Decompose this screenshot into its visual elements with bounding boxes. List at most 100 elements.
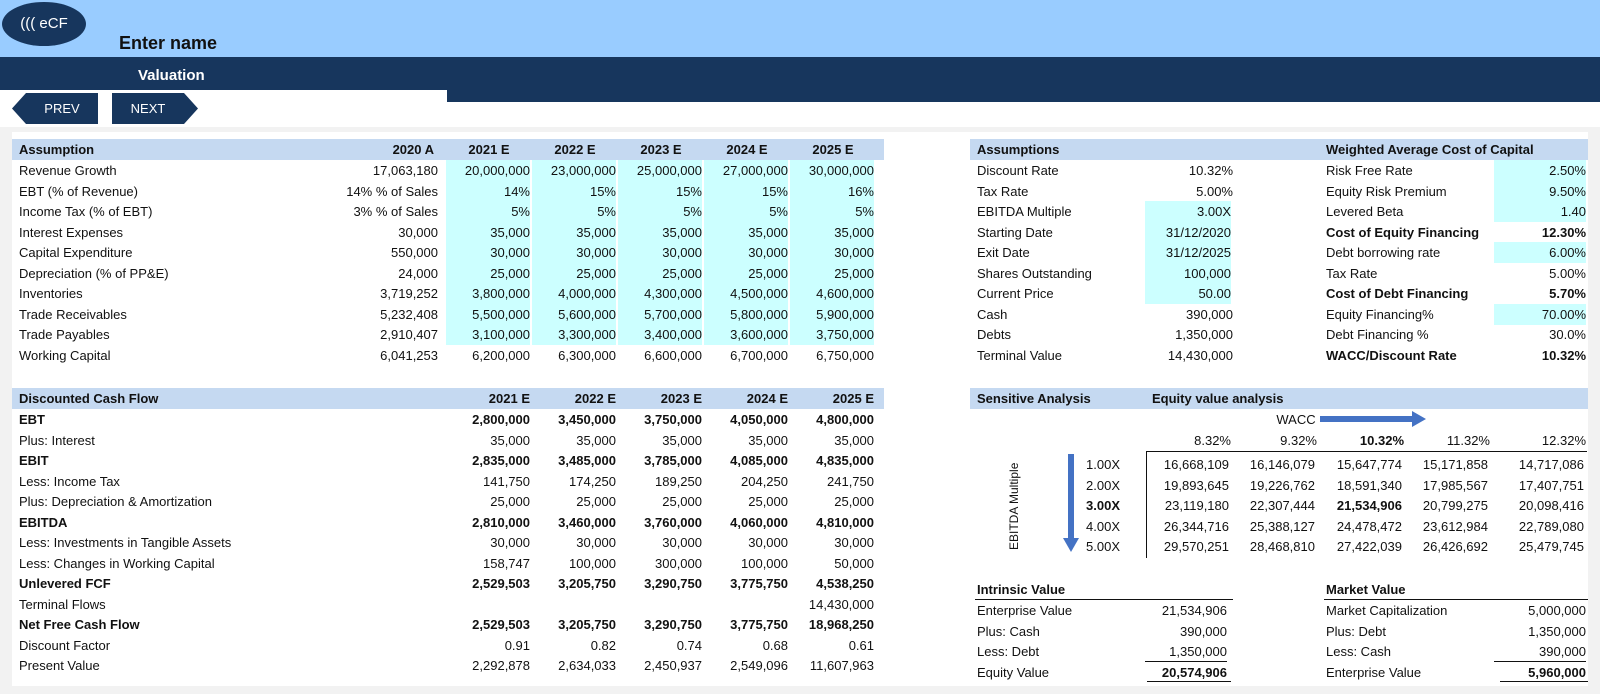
assumption-cell[interactable]: 3,600,000 [704,324,788,345]
assumption-cell[interactable]: 5% [790,201,874,222]
dcf-row-label: Net Free Cash Flow [19,617,140,632]
dcf-cell: 35,000 [834,432,874,448]
assumption-cell[interactable]: 14% [446,180,530,202]
assumption-cell[interactable]: 30,000 [790,242,874,263]
assumption-col-header: 2025 E [812,142,854,157]
dcf-row-label: EBITDA [19,514,68,530]
dcf-cell: 3,760,000 [644,514,702,530]
sensitivity-top-rule [1147,451,1587,452]
dcf-cell: 0.74 [676,637,702,653]
assumption-cell[interactable]: 3,300,000 [532,324,616,345]
assumption-cell[interactable]: 15% [704,180,788,202]
assumption-cell[interactable]: 3,800,000 [446,283,530,304]
assumption-cell[interactable]: 5,600,000 [532,303,616,325]
assumption-cell[interactable]: 5% [618,201,702,222]
assumption-cell[interactable]: 5,500,000 [446,303,530,325]
assumption-cell[interactable]: 35,000 [618,221,702,243]
arrow-down-icon [1063,454,1079,552]
prev-button[interactable]: PREV [12,93,98,124]
assumption-header-row [12,139,884,160]
dcf-cell: 2,450,937 [644,658,702,673]
assumption-cell[interactable]: 5% [446,201,530,222]
wacc-value[interactable]: 9.50% [1494,180,1586,202]
dcf-cell: 3,290,750 [644,617,702,632]
assumption-cell[interactable]: 35,000 [704,221,788,243]
assumption-cell[interactable]: 3,100,000 [446,324,530,345]
assumption-cell[interactable]: 30,000 [704,242,788,263]
market-value: 5,960,000 [1528,664,1586,680]
dcf-cell: 4,050,000 [730,412,788,427]
assumption-cell[interactable]: 30,000 [618,242,702,263]
wacc-value: 30.0% [1549,327,1586,342]
assumption-cell[interactable]: 5% [532,201,616,222]
assumption-cell[interactable]: 16% [790,180,874,202]
dcf-cell: 3,775,750 [730,576,788,591]
assumption-cell[interactable]: 5,900,000 [790,303,874,325]
assumptions-value[interactable]: 100,000 [1145,262,1231,284]
assumption-cell[interactable]: 5,700,000 [618,303,702,325]
wacc-value[interactable]: 6.00% [1494,242,1586,263]
assumption-row-label: Capital Expenditure [19,245,133,260]
assumption-cell: 30,000 [398,224,438,240]
assumption-cell[interactable]: 25,000 [532,262,616,284]
assumption-cell[interactable]: 15% [532,180,616,202]
assumption-cell[interactable]: 35,000 [790,221,874,243]
assumptions-value[interactable]: 3.00X [1145,201,1231,222]
assumption-cell[interactable]: 5,800,000 [704,303,788,325]
assumption-cell[interactable]: 25,000 [704,262,788,284]
assumption-cell[interactable]: 4,300,000 [618,283,702,304]
wacc-row-label: Debt borrowing rate [1326,245,1441,260]
assumption-cell: 6,041,253 [380,347,438,363]
dcf-cell: 30,000 [662,535,702,550]
assumption-cell[interactable]: 5% [704,201,788,222]
sensitivity-cell: 24,478,472 [1336,518,1402,534]
assumption-row-label: Interest Expenses [19,224,124,240]
assumption-cell[interactable]: 35,000 [532,221,616,243]
assumption-cell: 14% % of Sales [346,183,438,199]
company-name-title[interactable]: Enter name [119,33,218,53]
assumption-col-header: 2020 A [392,142,434,157]
assumption-cell[interactable]: 4,500,000 [704,283,788,304]
assumption-cell[interactable]: 25,000 [446,262,530,284]
assumption-cell[interactable]: 35,000 [446,221,530,243]
sensitivity-cell: 17,407,751 [1518,477,1584,493]
assumption-cell[interactable]: 20,000,000 [446,160,530,181]
assumption-cell[interactable]: 23,000,000 [532,160,616,181]
wacc-row-label: Equity Financing% [1326,306,1434,322]
assumptions-value[interactable]: 50.00 [1145,283,1231,304]
sensitivity-row-header: 1.00X [1086,457,1120,472]
assumption-cell[interactable]: 3,400,000 [618,324,702,345]
assumptions-value[interactable]: 31/12/2020 [1145,221,1231,243]
market-row-label: Less: Cash [1326,644,1392,659]
wacc-value[interactable]: 1.40 [1494,201,1586,222]
dcf-row-label: Plus: Depreciation & Amortization [19,494,212,509]
dcf-cell: 4,538,250 [816,576,874,591]
wacc-value[interactable]: 70.00% [1494,303,1586,325]
dcf-col-header: 2021 E [488,391,530,406]
assumption-cell[interactable]: 25,000,000 [618,160,702,181]
assumption-row-label: Trade Payables [19,327,110,342]
wacc-value[interactable]: 2.50% [1494,160,1586,181]
sensitivity-col-header: 12.32% [1541,433,1586,448]
wacc-row-label: WACC/Discount Rate [1326,347,1457,363]
assumption-cell[interactable]: 3,750,000 [790,324,874,345]
assumption-cell[interactable]: 30,000,000 [790,160,874,181]
sensitivity-cell: 27,422,039 [1336,539,1402,554]
assumption-cell[interactable]: 4,000,000 [532,283,616,304]
assumptions-row-label: Shares Outstanding [977,265,1092,281]
assumption-cell[interactable]: 30,000 [446,242,530,263]
market-row-label: Enterprise Value [1326,664,1422,680]
dcf-col-header: 2022 E [574,391,616,406]
assumptions-value[interactable]: 31/12/2025 [1145,242,1231,263]
assumption-cell[interactable]: 25,000 [618,262,702,284]
assumption-cell[interactable]: 25,000 [790,262,874,284]
assumption-cell[interactable]: 27,000,000 [704,160,788,181]
dcf-cell: 18,968,250 [808,617,874,632]
assumption-cell[interactable]: 4,600,000 [790,283,874,304]
assumption-cell[interactable]: 30,000 [532,242,616,263]
sensitivity-cell: 20,799,275 [1422,498,1488,513]
next-button[interactable]: NEXT [112,93,198,124]
assumption-cell[interactable]: 15% [618,180,702,202]
dcf-cell: 2,634,033 [558,658,616,673]
dcf-cell: 174,250 [569,473,616,489]
